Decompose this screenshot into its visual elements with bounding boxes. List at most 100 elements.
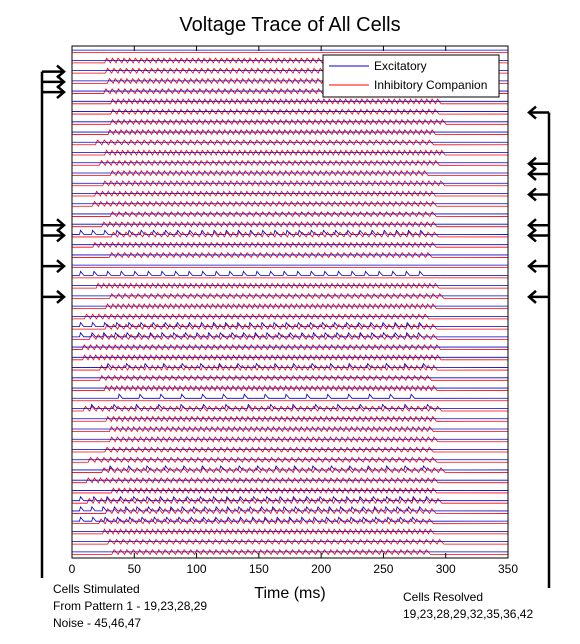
x-axis-label: Time (ms) xyxy=(254,585,325,602)
inhibitory-trace-8 xyxy=(72,118,508,126)
inhibitory-trace-34 xyxy=(72,384,509,392)
inhibitory-trace-10 xyxy=(72,139,509,146)
excitatory-trace-28 xyxy=(72,321,508,327)
x-tick-label-200: 200 xyxy=(311,562,331,576)
inhibitory-trace-13 xyxy=(72,170,508,177)
stimulated-bracket-arrowhead-25 xyxy=(56,289,66,304)
inhibitory-trace-6 xyxy=(72,98,509,105)
x-tick-label-0: 0 xyxy=(69,562,76,576)
cell-trace-21 xyxy=(72,251,509,259)
inhibitory-trace-31 xyxy=(72,354,509,361)
inhibitory-trace-12 xyxy=(72,159,509,167)
inhibitory-trace-45 xyxy=(72,497,509,504)
cell-trace-40 xyxy=(72,446,509,453)
cell-trace-45 xyxy=(72,495,509,504)
cell-trace-33 xyxy=(72,374,508,382)
cell-trace-12 xyxy=(72,159,509,167)
inhibitory-trace-48 xyxy=(72,528,508,535)
cell-trace-9 xyxy=(72,128,509,136)
inhibitory-trace-38 xyxy=(72,426,508,433)
inhibitory-trace-30 xyxy=(72,344,509,351)
legend-excitatory-label: Excitatory xyxy=(374,59,427,73)
excitatory-trace-32 xyxy=(72,362,509,369)
inhibitory-trace-19 xyxy=(72,231,509,238)
x-tick-label-50: 50 xyxy=(128,562,142,576)
cell-trace-20 xyxy=(72,241,509,248)
stimulated-caption-pattern: From Pattern 1 - 19,23,28,29 xyxy=(53,599,208,613)
cell-trace-13 xyxy=(72,170,508,177)
plot-frame xyxy=(71,45,509,559)
inhibitory-trace-50 xyxy=(72,548,509,556)
inhibitory-trace-25 xyxy=(72,292,509,300)
resolved-bracket-arrowhead-18 xyxy=(527,218,537,233)
x-tick-label-350: 350 xyxy=(498,562,518,576)
cell-trace-7 xyxy=(72,108,509,115)
cell-trace-38 xyxy=(72,426,508,433)
cell-trace-39 xyxy=(72,436,509,443)
x-tick-label-300: 300 xyxy=(436,562,456,576)
cell-trace-6 xyxy=(72,98,509,105)
cell-trace-24 xyxy=(72,282,509,289)
cell-trace-44 xyxy=(72,487,509,494)
x-axis-ticks: 0 50 100 150 200 250 300 350 xyxy=(69,46,518,576)
resolved-bracket-arrowhead-22 xyxy=(527,259,537,274)
excitatory-trace-36 xyxy=(72,403,509,409)
inhibitory-trace-46 xyxy=(72,507,509,515)
chart-title: Voltage Trace of All Cells xyxy=(179,14,400,36)
cell-trace-17 xyxy=(72,211,509,218)
inhibitory-trace-17 xyxy=(72,211,509,218)
cell-trace-32 xyxy=(72,362,509,371)
inhibitory-trace-29 xyxy=(72,333,509,341)
resolved-bracket-arrowhead-7 xyxy=(527,105,537,120)
cell-trace-14 xyxy=(72,180,509,187)
cell-trace-37 xyxy=(72,415,509,423)
cell-trace-34 xyxy=(72,384,509,392)
resolved-bracket-arrowhead-25 xyxy=(527,289,537,304)
cell-trace-35 xyxy=(72,393,509,402)
resolved-bracket-arrowhead-12 xyxy=(527,156,537,171)
inhibitory-trace-39 xyxy=(72,436,509,443)
excitatory-trace-29 xyxy=(72,331,509,338)
cell-trace-27 xyxy=(72,313,509,320)
cell-trace-8 xyxy=(72,118,508,126)
resolved-caption-list: 19,23,28,29,32,35,36,42 xyxy=(403,607,534,621)
inhibitory-trace-33 xyxy=(72,374,508,382)
inhibitory-trace-44 xyxy=(72,487,509,494)
cell-trace-1 xyxy=(72,49,508,54)
x-tick-label-250: 250 xyxy=(373,562,393,576)
cell-trace-22 xyxy=(72,264,508,269)
inhibitory-trace-18 xyxy=(72,221,508,228)
cell-trace-49 xyxy=(72,538,509,545)
x-tick-label-150: 150 xyxy=(249,562,269,576)
inhibitory-trace-14 xyxy=(72,180,509,187)
excitatory-trace-46 xyxy=(72,506,509,512)
cell-trace-11 xyxy=(72,149,509,156)
resolved-caption: Cells Resolved 19,23,28,29,32,35,36,42 xyxy=(403,589,533,623)
inhibitory-trace-36 xyxy=(72,405,509,412)
inhibitory-trace-7 xyxy=(72,108,509,115)
inhibitory-trace-9 xyxy=(72,128,509,136)
stimulated-bracket-arrowhead-18 xyxy=(56,218,66,233)
resolved-bracket-arrowhead-13 xyxy=(527,167,537,181)
inhibitory-trace-16 xyxy=(72,200,509,207)
inhibitory-trace-40 xyxy=(72,446,509,453)
excitatory-trace-35 xyxy=(72,393,509,399)
stimulated-caption-noise: Noise - 45,46,47 xyxy=(53,616,142,630)
legend-box xyxy=(322,54,500,98)
stimulated-bracket-arrowhead-4 xyxy=(56,74,66,89)
resolved-caption-title: Cells Resolved xyxy=(403,590,484,604)
excitatory-trace-45 xyxy=(72,495,509,502)
cell-trace-42 xyxy=(72,465,509,474)
stimulated-caption: Cells Stimulated From Pattern 1 - 19,23,… xyxy=(53,581,207,632)
inhibitory-trace-41 xyxy=(72,456,509,463)
inhibitory-trace-43 xyxy=(72,477,508,484)
cell-trace-31 xyxy=(72,354,509,361)
cell-trace-48 xyxy=(72,528,508,535)
voltage-traces xyxy=(72,49,509,556)
excitatory-trace-42 xyxy=(72,465,509,471)
inhibitory-trace-32 xyxy=(72,364,509,371)
inhibitory-trace-24 xyxy=(72,282,509,289)
stimulated-bracket-arrowhead-19 xyxy=(56,228,66,243)
cell-trace-18 xyxy=(72,221,508,228)
cell-trace-28 xyxy=(72,321,508,330)
